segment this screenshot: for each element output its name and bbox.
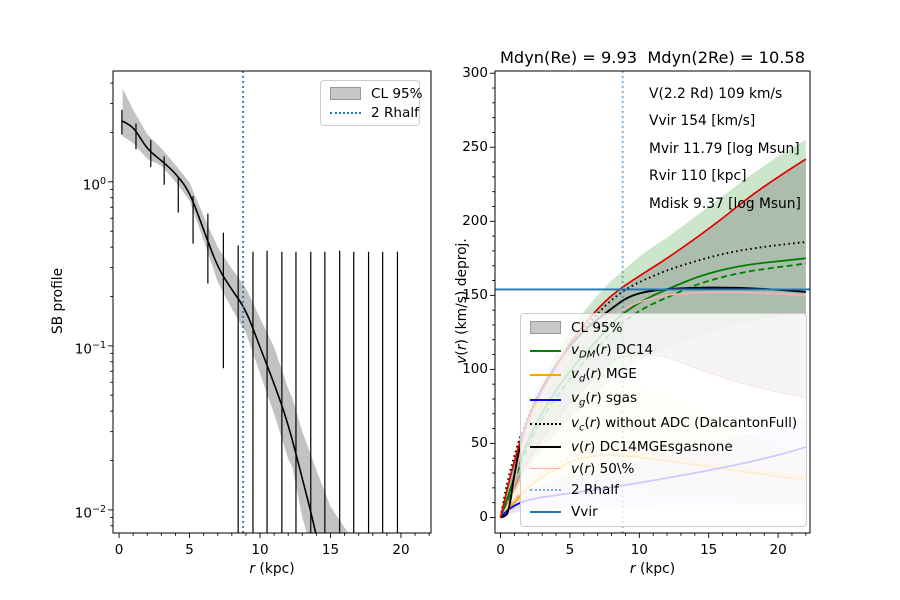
- legend-patch-swatch: [330, 87, 361, 100]
- annotation-line: Mvir 11.79 [log Msun]: [649, 140, 800, 157]
- ticks: [490, 72, 807, 538]
- legend-entry: 2 Rhalf: [330, 105, 419, 121]
- legend-label: vd(r) MGE: [571, 365, 637, 385]
- legend-line-thin-swatch: [530, 468, 561, 470]
- annotation-line: V(2.2 Rd) 109 km/s: [649, 86, 783, 102]
- annotation-line: Rvir 110 [kpc]: [649, 168, 747, 185]
- legend-entry: v(r) DC14MGEsgasnone: [530, 439, 797, 455]
- annotation-line: Vvir 154 [km/s]: [649, 113, 756, 130]
- legend-entry: Vvir: [530, 504, 797, 520]
- legend-entry: CL 95%: [530, 320, 797, 336]
- series-line: [499, 262, 806, 518]
- legend-dotted-swatch: [330, 111, 361, 114]
- legend-line-swatch: [530, 398, 561, 401]
- legend-line-swatch: [530, 511, 561, 514]
- x-tick-label: 20: [769, 542, 787, 558]
- series-line: [121, 120, 317, 533]
- legend-patch-swatch: [530, 321, 561, 335]
- legend-entry: vDM(r) DC14: [530, 341, 797, 361]
- x-tick-label: 15: [700, 542, 718, 558]
- left-xaxis-label: r (kpc): [249, 561, 295, 577]
- y-tick-label: 0: [479, 509, 488, 526]
- x-tick-label: 0: [496, 542, 505, 558]
- x-tick-label: 20: [392, 542, 410, 558]
- legend-label: CL 95%: [371, 85, 423, 102]
- x-tick-label: 10: [251, 542, 269, 558]
- legend-label: vc(r) without ADC (DalcantonFull): [571, 414, 798, 434]
- x-tick-label: 15: [321, 542, 340, 558]
- legend-entry: vd(r) MGE: [530, 366, 797, 385]
- band: [122, 88, 349, 533]
- x-tick-label: 5: [565, 542, 575, 558]
- legend-entry: vc(r) without ADC (DalcantonFull): [530, 414, 798, 434]
- legend-label: v(r) DC14MGEsgasnone: [571, 439, 733, 456]
- ticks: [108, 82, 430, 538]
- y-tick-label: 10−2: [74, 503, 106, 522]
- axes-frame: [112, 70, 432, 534]
- legend-dotted-swatch: [530, 489, 561, 492]
- legend-label: 2 Rhalf: [571, 482, 619, 499]
- y-tick-label: 50: [470, 435, 488, 452]
- y-tick-label: 300: [462, 65, 488, 82]
- legend-line-swatch: [530, 446, 561, 449]
- legend-line-swatch: [530, 349, 561, 352]
- legend-entry: vg(r) sgas: [530, 390, 797, 409]
- x-tick-label: 5: [185, 542, 194, 558]
- y-tick-label: 100: [462, 361, 488, 378]
- legend-label: CL 95%: [571, 319, 623, 336]
- legend-entry: CL 95%: [330, 86, 423, 102]
- legend-label: vg(r) sgas: [571, 390, 638, 409]
- legend-label: Vvir: [571, 504, 598, 521]
- y-tick-label: 250: [462, 139, 488, 156]
- right-plot-legend: CL 95% vDM(r) DC14 vd(r) MGE vg(r) sgas vc(r…: [520, 313, 807, 527]
- axes-frame: [494, 70, 811, 534]
- legend-label: 2 Rhalf: [371, 104, 419, 121]
- left-plot-area: [121, 71, 399, 533]
- left-yaxis-label: SB profile: [50, 267, 66, 335]
- legend-line-swatch: [530, 374, 561, 377]
- y-tick-label: 200: [462, 213, 488, 230]
- y-tick-label: 150: [462, 287, 488, 304]
- x-tick-label: 10: [630, 542, 648, 558]
- annotation-line: Mdisk 9.37 [log Msun]: [649, 195, 801, 212]
- annotation-block: V(2.2 Rd) 109 km/s Vvir 154 [km/s] Mvir 11…: [649, 81, 801, 218]
- y-tick-label: 10−1: [74, 339, 106, 358]
- y-tick-label: 100: [82, 175, 106, 194]
- legend-label: v(r) 50\%: [571, 460, 635, 477]
- right-xaxis-label: r (kpc): [629, 561, 676, 577]
- legend-entry: 2 Rhalf: [530, 482, 797, 498]
- legend-label: vDM(r) DC14: [571, 341, 654, 361]
- left-plot-legend: CL 95% 2 Rhalf: [320, 80, 423, 126]
- legend-dotted-swatch: [530, 423, 561, 426]
- x-tick-label: 0: [114, 542, 124, 558]
- right-plot-title: Mdyn(Re) = 9.93 Mdyn(2Re) = 10.58: [499, 48, 806, 67]
- legend-entry: v(r) 50\%: [530, 461, 797, 477]
